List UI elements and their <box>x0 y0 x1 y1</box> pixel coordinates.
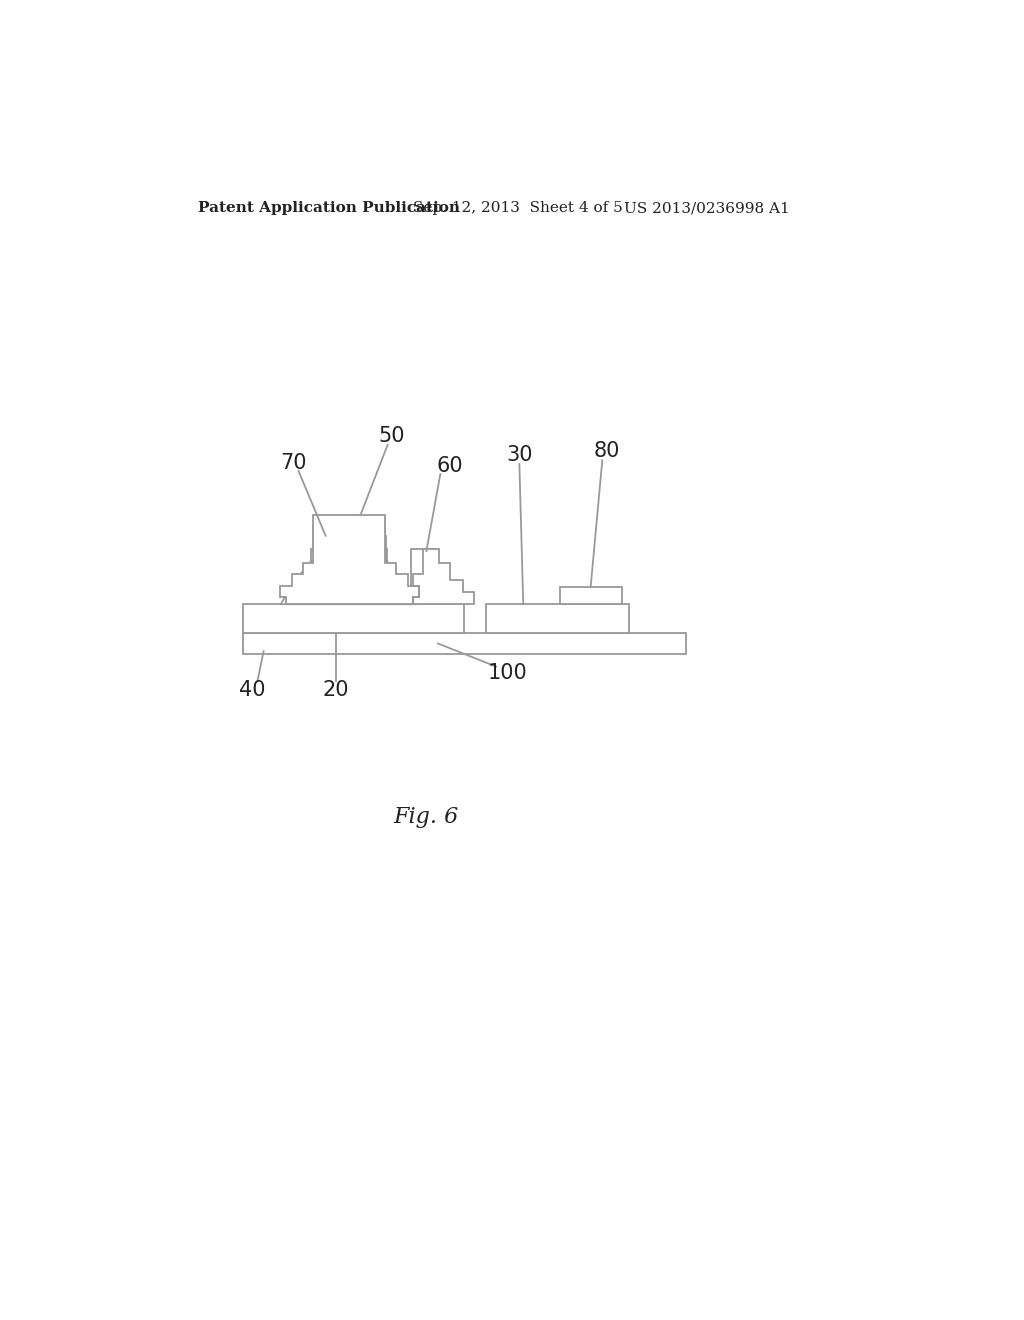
Text: 20: 20 <box>323 680 349 700</box>
Text: 70: 70 <box>280 453 306 473</box>
Text: 80: 80 <box>594 441 621 461</box>
Text: 40: 40 <box>239 680 265 700</box>
Text: 60: 60 <box>436 457 463 477</box>
Bar <box>243 605 464 634</box>
Text: 50: 50 <box>378 425 404 446</box>
Bar <box>311 549 351 561</box>
Polygon shape <box>280 515 474 605</box>
Text: Fig. 6: Fig. 6 <box>394 805 459 828</box>
Text: Sep. 12, 2013  Sheet 4 of 5: Sep. 12, 2013 Sheet 4 of 5 <box>414 202 623 215</box>
Bar <box>352 549 387 561</box>
Bar <box>560 586 622 605</box>
Bar <box>486 605 630 634</box>
Text: US 2013/0236998 A1: US 2013/0236998 A1 <box>624 202 790 215</box>
Text: 30: 30 <box>506 445 532 465</box>
Bar <box>356 536 385 549</box>
Polygon shape <box>294 572 403 582</box>
Text: Patent Application Publication: Patent Application Publication <box>198 202 460 215</box>
Polygon shape <box>297 525 463 605</box>
Bar <box>313 525 385 536</box>
Bar <box>243 634 686 653</box>
Bar <box>313 536 343 549</box>
Polygon shape <box>281 582 418 605</box>
Text: 100: 100 <box>487 663 527 682</box>
Polygon shape <box>302 561 395 572</box>
